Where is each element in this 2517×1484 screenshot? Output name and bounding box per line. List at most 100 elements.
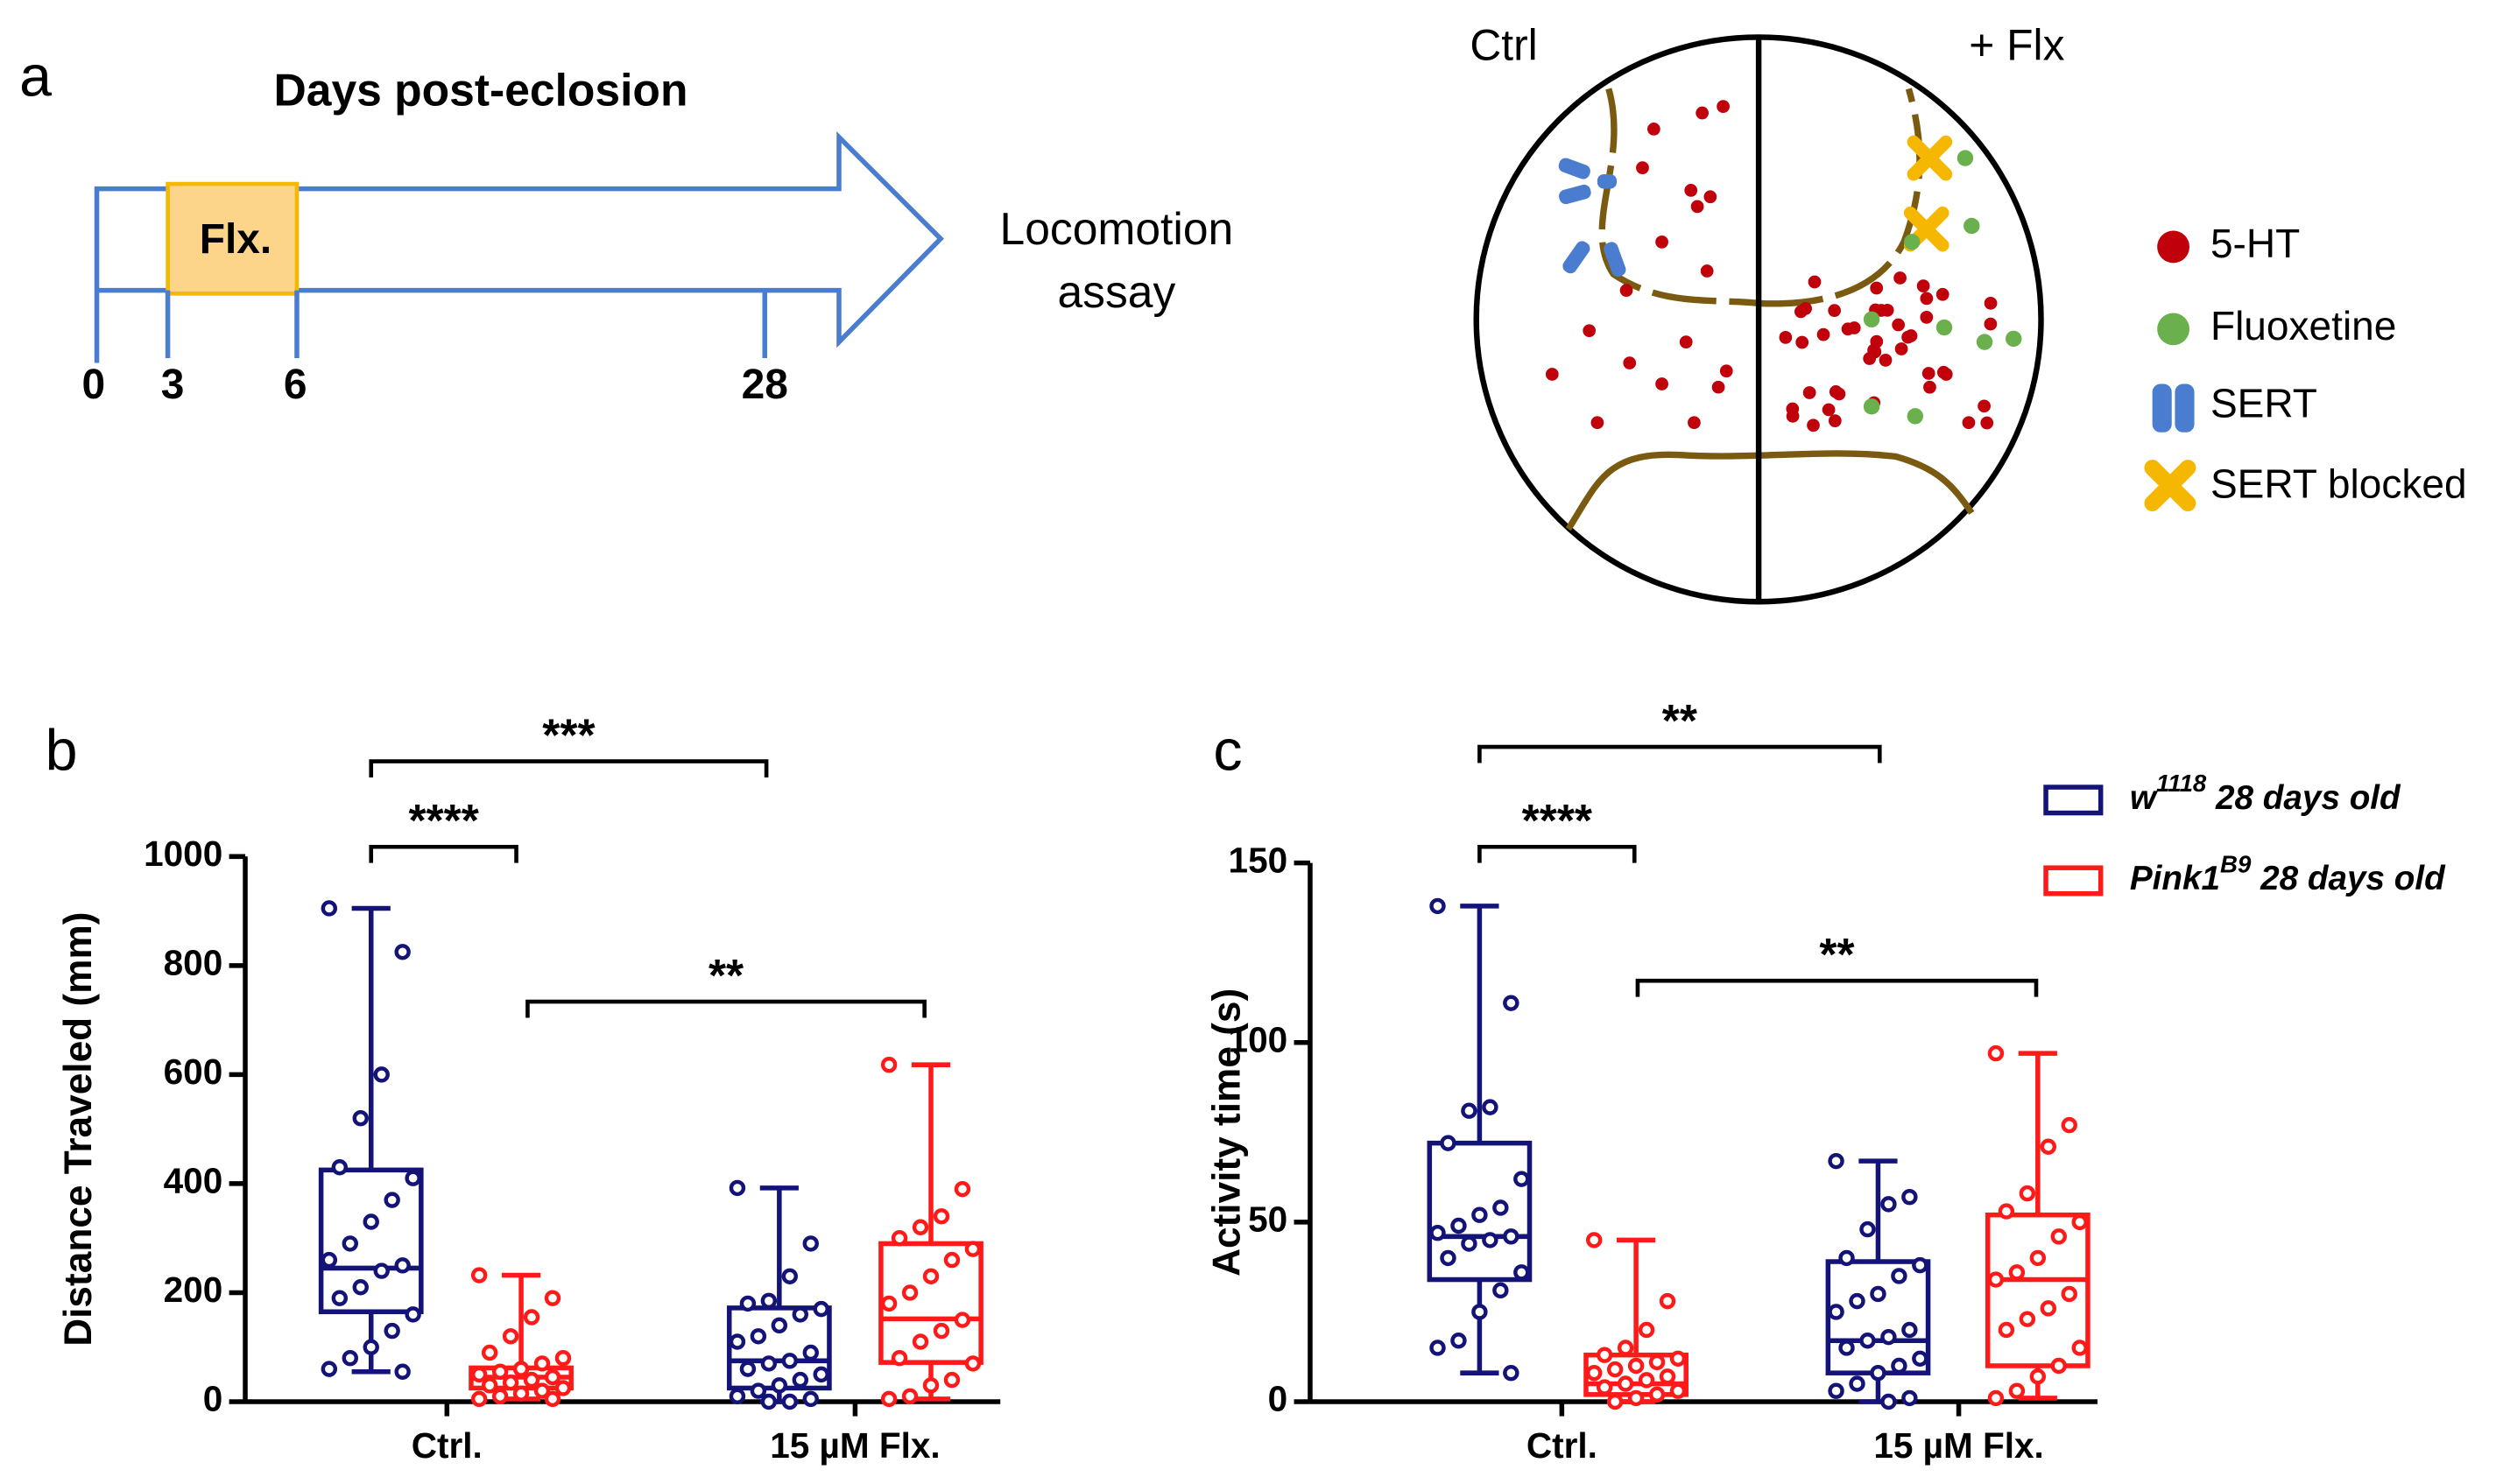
serotonin: [1583, 324, 1597, 338]
data-point: [394, 944, 411, 960]
data-point: [1849, 1375, 1865, 1392]
data-point: [554, 1380, 572, 1396]
panel-label: b: [46, 719, 78, 784]
data-point: [470, 1366, 488, 1383]
data-point: [384, 1192, 400, 1208]
data-point: [922, 1377, 940, 1394]
box: [1427, 1140, 1533, 1283]
data-point: [533, 1355, 551, 1372]
fluoxetine: [1956, 150, 1974, 166]
data-point: [1880, 1196, 1897, 1213]
serotonin: [1920, 292, 1934, 306]
data-point: [1828, 1304, 1844, 1320]
data-point: [1880, 1328, 1897, 1346]
serotonin: [1828, 304, 1842, 318]
data-point: [901, 1388, 919, 1404]
data-point: [771, 1317, 788, 1334]
data-point: [1482, 1232, 1498, 1248]
data-point: [933, 1322, 950, 1340]
serotonin: [1894, 342, 1908, 355]
x-tick-label: 15 µM Flx.: [770, 1425, 940, 1466]
serotonin: [1962, 416, 1976, 430]
y-tick-label: 200: [164, 1269, 223, 1310]
data-point: [1429, 1340, 1446, 1356]
data-point: [1503, 995, 1519, 1011]
data-point: [1987, 1271, 2005, 1288]
serotonin: [1679, 335, 1693, 348]
data-point: [1912, 1350, 1928, 1367]
legend-label: w1118 28 days old: [2130, 770, 2401, 818]
legend-label: 5-HT: [2210, 221, 2300, 266]
serotonin: [1816, 327, 1830, 341]
data-point: [880, 1390, 898, 1408]
data-point: [352, 1279, 369, 1296]
y-tick-label: 0: [203, 1379, 223, 1419]
y-tick-label: 100: [1229, 1019, 1288, 1059]
legend-symbol: [2043, 865, 2104, 897]
serotonin: [1655, 236, 1668, 249]
fluoxetine: [1935, 319, 1953, 336]
data-point: [1617, 1340, 1634, 1356]
serotonin: [1829, 385, 1843, 398]
data-point: [760, 1292, 778, 1310]
data-point: [1606, 1393, 1624, 1410]
data-point: [2061, 1116, 2077, 1134]
legend-label: Pink1B9 28 days old: [2130, 851, 2446, 898]
data-point: [470, 1390, 488, 1408]
significance-label: ***: [542, 709, 596, 760]
data-point: [781, 1268, 799, 1284]
data-point: [1585, 1364, 1603, 1382]
timeline-tick-label: 3: [161, 362, 185, 408]
flx-label: + Flx: [1969, 20, 2064, 69]
data-point: [1585, 1232, 1603, 1248]
significance-bracket: [1635, 978, 2039, 997]
data-point: [481, 1344, 498, 1361]
data-point: [502, 1374, 519, 1391]
fluoxetine: [1964, 217, 1980, 235]
data-point: [405, 1170, 421, 1186]
legend-label: SERT blocked: [2210, 461, 2467, 507]
data-point: [2050, 1228, 2067, 1245]
y-axis-label: Activity time (s): [1206, 988, 1249, 1277]
serotonin: [1870, 334, 1884, 348]
significance-label: ****: [408, 795, 479, 846]
data-point: [363, 1213, 379, 1230]
data-point: [1659, 1368, 1676, 1385]
data-point: [544, 1290, 561, 1306]
serotonin: [1655, 377, 1668, 390]
data-point: [2040, 1138, 2057, 1155]
data-point: [342, 1349, 358, 1367]
ctrl-label: Ctrl: [1470, 20, 1537, 69]
data-point: [1838, 1249, 1855, 1267]
serotonin: [1978, 399, 1991, 413]
serotonin: [1619, 284, 1633, 298]
assay-label: Locomotion: [1000, 203, 1234, 254]
serotonin: [1700, 264, 1714, 278]
data-point: [943, 1371, 961, 1389]
data-point: [1870, 1364, 1886, 1382]
data-point: [2071, 1213, 2088, 1231]
data-point: [922, 1268, 940, 1284]
data-point: [321, 1361, 338, 1377]
serotonin: [1893, 271, 1907, 285]
serotonin: [1590, 416, 1604, 430]
data-point: [729, 1333, 746, 1350]
legend-symbol: [2043, 784, 2104, 816]
serotonin: [1841, 322, 1855, 336]
data-point: [321, 900, 338, 917]
data-point: [523, 1371, 540, 1389]
data-point: [802, 1390, 819, 1408]
panel-label: a: [19, 45, 52, 109]
data-point: [750, 1328, 767, 1345]
data-point: [394, 1257, 411, 1274]
legend-label-part: B9: [2220, 851, 2252, 878]
timeline-tick-label: 28: [742, 362, 788, 408]
data-point: [2019, 1185, 2036, 1202]
data-point: [1901, 1321, 1918, 1339]
data-point: [1828, 1382, 1844, 1399]
fluoxetine: [1907, 408, 1924, 425]
data-point: [394, 1363, 411, 1380]
data-point: [512, 1361, 530, 1377]
serotonin: [1984, 317, 1998, 331]
data-point: [470, 1267, 488, 1284]
